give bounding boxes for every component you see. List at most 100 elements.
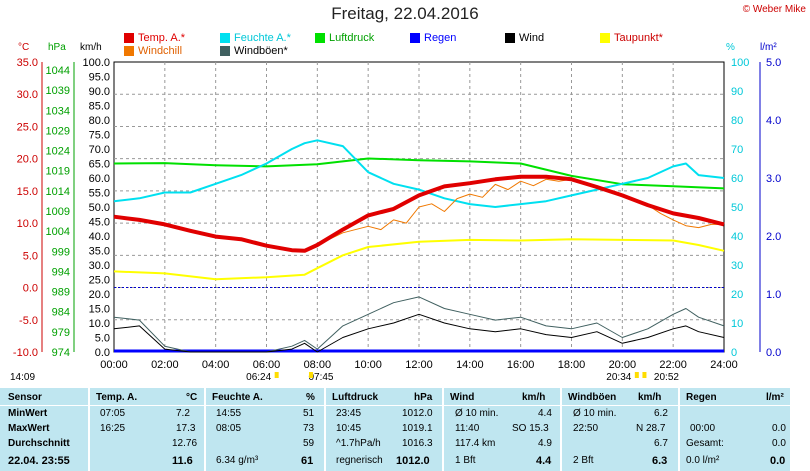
hdr-regen-unit: l/m² xyxy=(766,392,784,403)
cell: 73 xyxy=(303,423,315,434)
row-label: MinWert xyxy=(8,408,48,419)
pct-tick-label: 10 xyxy=(731,318,743,330)
cell: 11.6 xyxy=(172,455,193,467)
cell: 22:50 xyxy=(573,423,599,434)
cell: 6.7 xyxy=(654,438,668,449)
cell: 00:00 xyxy=(690,423,716,434)
moonrise-label: 07:45 xyxy=(308,372,333,383)
cell: 0.0 xyxy=(770,455,786,467)
cell: Ø 10 min. xyxy=(455,408,499,419)
kmh-tick-label: 30.0 xyxy=(89,260,110,272)
kmh-tick-label: 45.0 xyxy=(89,217,110,229)
pct-tick-label: 30 xyxy=(731,260,743,272)
cell: 1012.0 xyxy=(396,455,430,467)
kmh-tick-label: 100.0 xyxy=(82,57,110,69)
legend-windboeen: Windböen* xyxy=(220,45,288,57)
pct-unit: % xyxy=(726,42,735,53)
cell: Ø 10 min. xyxy=(573,408,617,419)
kmh-tick-label: 10.0 xyxy=(89,318,110,330)
kmh-tick-label: 85.0 xyxy=(89,101,110,113)
cell: 23:45 xyxy=(336,408,362,419)
temp-tick-label: -5.0 xyxy=(19,315,38,327)
hpa-tick-label: 1009 xyxy=(46,206,70,218)
cell: 117.4 km xyxy=(455,438,496,449)
hpa-tick-label: 1024 xyxy=(46,146,70,158)
legend-taupunkt: Taupunkt* xyxy=(600,32,663,44)
time-tick-label: 14:00 xyxy=(456,359,484,371)
cell: 16:25 xyxy=(100,423,126,434)
kmh-tick-label: 25.0 xyxy=(89,275,110,287)
row-label: MaxWert xyxy=(8,423,50,434)
sunset-label: 20:34 xyxy=(606,372,631,383)
cell: 59 xyxy=(303,438,315,449)
kmh-tick-label: 75.0 xyxy=(89,130,110,142)
temp-tick-label: 35.0 xyxy=(17,57,38,69)
hdr-feuchte: Feuchte A. xyxy=(212,392,263,403)
hpa-tick-label: 1004 xyxy=(46,226,70,238)
cell: 6.2 xyxy=(654,408,668,419)
wind-series-line xyxy=(113,313,725,353)
pct-tick-label: 60 xyxy=(731,173,743,185)
rain-tick-label: 1.0 xyxy=(766,289,781,301)
legend-luftdruck: Luftdruck xyxy=(315,32,374,44)
hdr-wind-unit: km/h xyxy=(522,392,546,403)
time-tick-label: 12:00 xyxy=(405,359,433,371)
cell: 0.0 xyxy=(772,423,786,434)
pct-tick-label: 70 xyxy=(731,144,743,156)
kmh-tick-label: 70.0 xyxy=(89,144,110,156)
legend-windchill: Windchill xyxy=(124,45,182,57)
pct-tick-label: 50 xyxy=(731,202,743,214)
temp-tick-label: 5.0 xyxy=(23,250,38,262)
cell: regnerisch xyxy=(336,455,383,466)
hpa-tick-label: 989 xyxy=(52,287,70,299)
pct-tick-label: 40 xyxy=(731,231,743,243)
kmh-tick-label: 65.0 xyxy=(89,159,110,171)
hpa-tick-label: 984 xyxy=(52,307,70,319)
hpa-tick-label: 1029 xyxy=(46,125,70,137)
moonset-label: 20:52 xyxy=(654,372,679,383)
cell: 17.3 xyxy=(176,423,196,434)
cell: N 28.7 xyxy=(636,423,666,434)
hdr-boeen-unit: km/h xyxy=(638,392,662,403)
hdr-temp-unit: °C xyxy=(186,392,198,403)
kmh-tick-label: 80.0 xyxy=(89,115,110,127)
hdr-luftdruck: Luftdruck xyxy=(332,392,379,403)
hdr-sensor: Sensor xyxy=(8,392,42,403)
summary-table: Sensor Temp. A. °C Feuchte A. % Luftdruc… xyxy=(0,388,790,471)
time-tick-label: 22:00 xyxy=(659,359,687,371)
hpa-unit: hPa xyxy=(48,42,66,53)
temp-unit: °C xyxy=(18,42,30,53)
temp-tick-label: -10.0 xyxy=(13,347,38,359)
cell: SO 15.3 xyxy=(512,423,549,434)
cell: 61 xyxy=(301,455,314,467)
kmh-tick-label: 20.0 xyxy=(89,289,110,301)
temp-tick-label: 10.0 xyxy=(17,218,38,230)
page-title: Freitag, 22.04.2016 xyxy=(331,4,479,23)
rain-tick-label: 4.0 xyxy=(766,115,781,127)
legend-regen: Regen xyxy=(410,32,456,44)
cell: 1 Bft xyxy=(455,455,476,466)
feuchte-series-line xyxy=(113,139,725,208)
sunrise-label-marker xyxy=(274,372,279,378)
time-tick-label: 24:00 xyxy=(710,359,738,371)
copyright-label: © Weber Mike xyxy=(742,4,806,15)
time-tick-label: 16:00 xyxy=(507,359,535,371)
legend-temp: Temp. A.* xyxy=(124,32,185,44)
sunset-label-marker xyxy=(634,372,639,378)
hdr-boeen: Windböen xyxy=(568,392,617,403)
cell: 12.76 xyxy=(172,438,198,449)
cell: 1019.1 xyxy=(402,423,433,434)
rain-tick-label: 0.0 xyxy=(766,347,781,359)
windchill-series-line xyxy=(317,178,724,246)
cell: 0.0 xyxy=(772,438,786,449)
kmh-tick-label: 0.0 xyxy=(95,347,110,359)
cell: 4.4 xyxy=(538,408,552,419)
pct-tick-label: 90 xyxy=(731,86,743,98)
hpa-tick-label: 994 xyxy=(52,266,70,278)
legend-feuchte: Feuchte A.* xyxy=(220,32,291,44)
cell: 10:45 xyxy=(336,423,362,434)
hdr-wind: Wind xyxy=(450,392,475,403)
cell: 1012.0 xyxy=(402,408,433,419)
kmh-tick-label: 50.0 xyxy=(89,202,110,214)
kmh-unit: km/h xyxy=(80,42,102,53)
